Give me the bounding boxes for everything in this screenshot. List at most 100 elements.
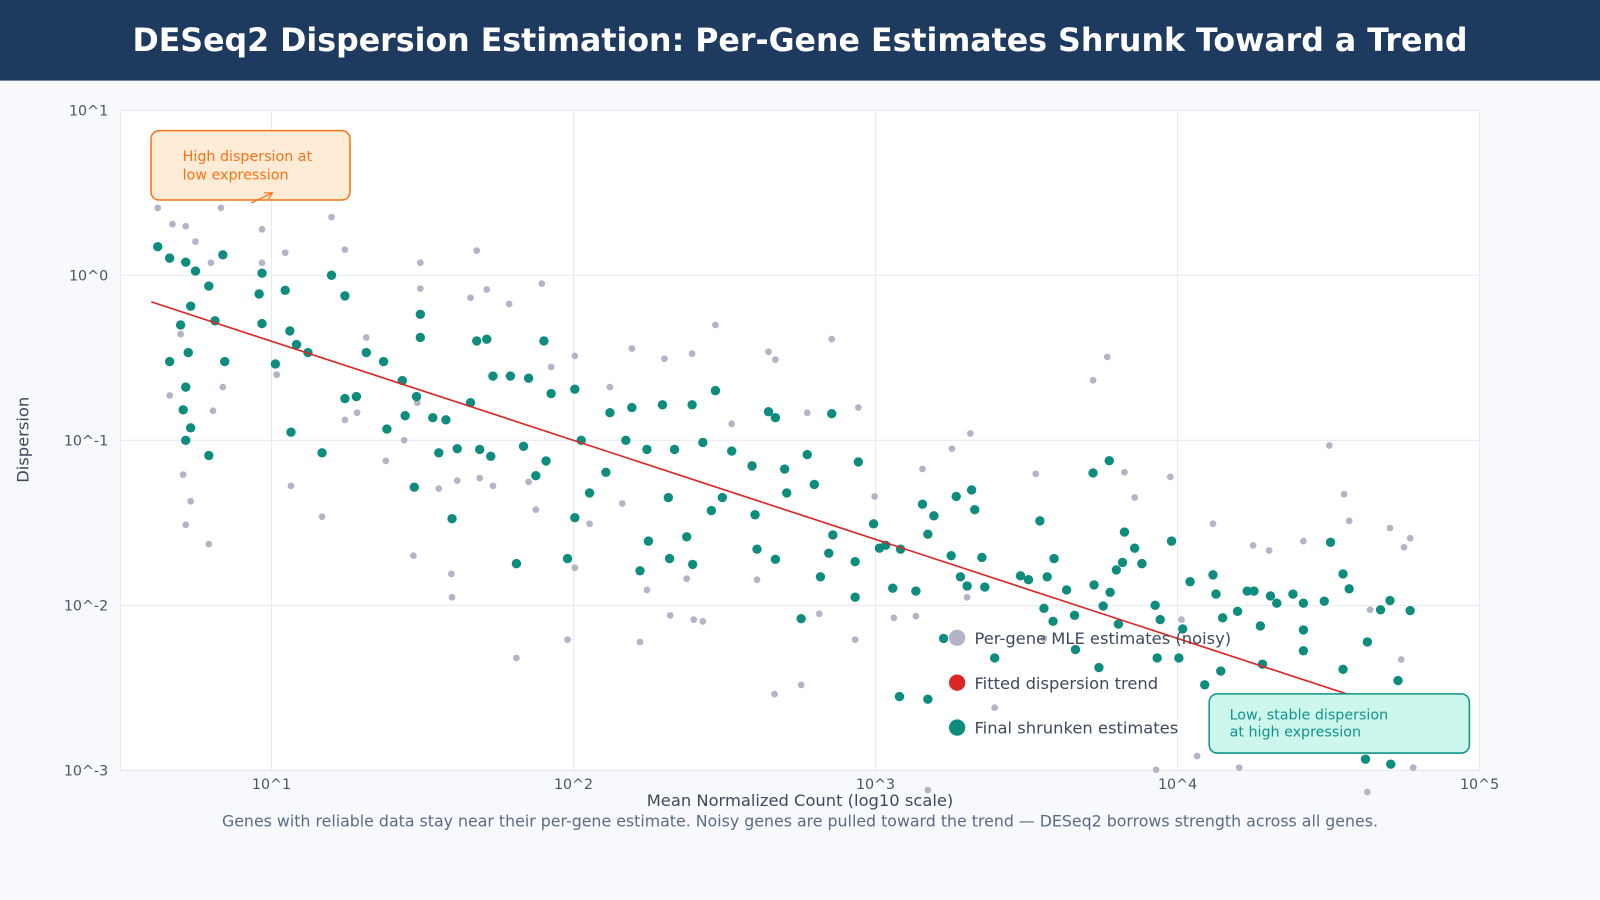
mle-point (765, 348, 772, 356)
mle-point (618, 500, 626, 507)
mle-point (919, 465, 926, 473)
mle-point (154, 204, 162, 212)
final-point (409, 482, 419, 492)
mle-point (448, 593, 456, 601)
final-point (1048, 616, 1058, 627)
final-point (1255, 621, 1266, 631)
mle-point (815, 610, 823, 618)
final-point (1375, 605, 1386, 615)
legend: Per-gene MLE estimates (noisy) Fitted di… (948, 629, 1231, 738)
final-point (570, 384, 580, 394)
mle-point (1265, 547, 1273, 554)
final-point (285, 326, 295, 336)
final-point (254, 289, 264, 299)
mle-point (447, 570, 455, 578)
gridlines (120, 109, 1481, 771)
final-point (1360, 754, 1371, 764)
final-point (1088, 468, 1098, 478)
final-point (946, 550, 956, 561)
mle-point (525, 478, 532, 486)
mle-point (453, 477, 461, 484)
mle-point (207, 259, 215, 267)
mle-point (1340, 490, 1348, 498)
mle-point (1300, 537, 1307, 545)
final-point (621, 435, 631, 445)
mle-point (362, 334, 370, 341)
mle-point (273, 371, 281, 378)
final-point (1137, 558, 1147, 569)
mle-point (328, 213, 335, 221)
final-point (340, 393, 350, 404)
final-point (1232, 606, 1243, 617)
final-point (185, 301, 196, 311)
annotation-text: Low, stable dispersion (1230, 707, 1389, 723)
legend-marker-mle (948, 629, 966, 646)
final-point (1150, 600, 1160, 611)
mle-point (209, 407, 217, 415)
final-point (518, 441, 529, 451)
final-point (220, 356, 230, 367)
x-tick-labels: 10^1 10^2 10^3 10^4 10^5 (252, 777, 1499, 793)
final-point (190, 266, 201, 276)
mle-point (1040, 635, 1048, 642)
annotation-high-dispersion: High dispersion at low expression (150, 129, 351, 204)
final-point (1298, 625, 1309, 635)
final-point (710, 385, 721, 396)
final-point (802, 449, 812, 460)
final-point (888, 583, 898, 593)
y-tick-label: 10^0 (69, 268, 108, 284)
annotation-arrow-icon (250, 192, 274, 204)
final-point (486, 451, 496, 461)
final-point (531, 471, 541, 481)
final-point (257, 268, 267, 278)
mle-point (699, 617, 707, 625)
final-point (1117, 557, 1128, 568)
mle-point (538, 280, 546, 287)
final-point (218, 250, 228, 260)
final-point (482, 334, 492, 344)
mle-point (924, 786, 932, 794)
final-point (523, 373, 534, 383)
mle-point (753, 576, 761, 584)
final-point (850, 556, 860, 567)
mle-points (154, 204, 1417, 796)
final-point (415, 332, 426, 343)
mle-point (258, 225, 266, 233)
final-point (1023, 575, 1034, 585)
final-point (1098, 601, 1108, 611)
y-tick-label: 10^-3 (64, 764, 108, 780)
mle-point (1032, 470, 1040, 478)
mle-point (258, 259, 266, 267)
final-point (434, 448, 444, 458)
final-point (204, 450, 214, 461)
final-point (584, 488, 595, 498)
mle-point (728, 420, 736, 428)
mle-point (771, 690, 778, 698)
final-point (351, 391, 362, 402)
final-point (698, 437, 708, 448)
mle-point (1166, 473, 1174, 481)
final-point (1049, 553, 1059, 564)
mle-point (192, 238, 199, 245)
final-point (475, 444, 485, 455)
final-point (809, 479, 820, 490)
mle-point (287, 482, 295, 490)
final-point (717, 492, 728, 503)
final-point (181, 257, 191, 267)
final-point (815, 572, 826, 582)
final-point (1288, 589, 1298, 599)
mle-point (797, 681, 805, 689)
mle-point (666, 611, 674, 619)
legend-label-final: Final shrunken estimates (974, 719, 1178, 738)
final-point (1393, 675, 1403, 686)
final-point (1200, 680, 1210, 690)
annotation-low-dispersion: Low, stable dispersion at high expressio… (1208, 693, 1471, 754)
x-tick-label: 10^3 (856, 777, 895, 793)
final-point (326, 270, 337, 280)
final-point (1216, 666, 1226, 676)
final-point (1105, 587, 1115, 597)
mle-point (1178, 616, 1185, 623)
x-tick-label: 10^1 (252, 777, 291, 793)
mle-point (169, 220, 176, 228)
final-point (317, 448, 327, 458)
